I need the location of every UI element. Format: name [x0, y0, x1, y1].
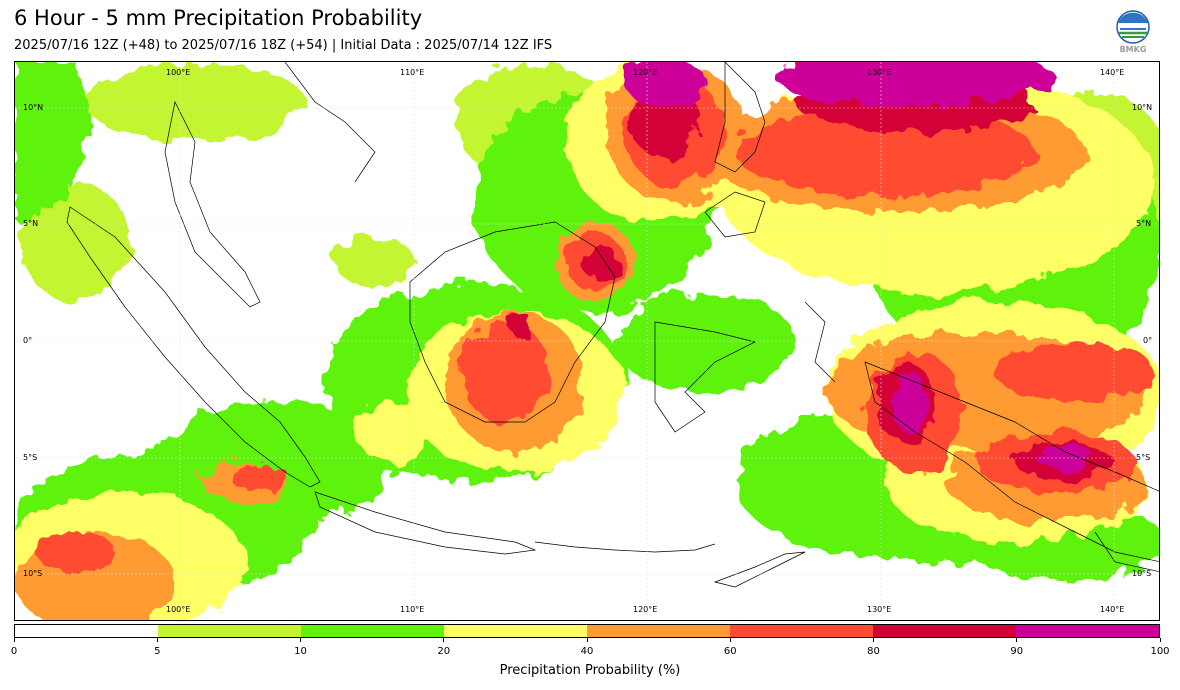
colorbar-tick-mark [156, 638, 158, 642]
colorbar-tick-mark [586, 638, 588, 642]
colorbar-tick-label: 20 [437, 646, 451, 657]
graticule [15, 62, 1159, 620]
precipitation-field [15, 62, 1159, 620]
svg-text:BMKG: BMKG [1120, 45, 1147, 54]
colorbar-segment [587, 625, 730, 637]
colorbar-tick-label: 5 [154, 646, 161, 657]
colorbar-tick-label: 60 [723, 646, 737, 657]
page-subtitle: 2025/07/16 12Z (+48) to 2025/07/16 18Z (… [14, 38, 553, 53]
lat-label-left: 5°N [23, 219, 39, 228]
lat-label-right: 0° [1143, 336, 1153, 345]
colorbar-segment [730, 625, 873, 637]
colorbar-tick-mark [1159, 638, 1161, 642]
colorbar-tick-mark [873, 638, 874, 642]
lon-label-bottom: 140°E [1100, 605, 1125, 614]
lat-label-right: 5°N [1136, 219, 1152, 228]
lat-label-left: 0° [23, 336, 33, 345]
lon-label-top: 120°E [633, 68, 658, 77]
colorbar-tick-label: 90 [1010, 646, 1024, 657]
lat-label-right: 5°S [1136, 453, 1151, 462]
colorbar [14, 624, 1160, 638]
lon-label-top: 130°E [867, 68, 892, 77]
colorbar-tick-mark [300, 638, 301, 642]
bmkg-logo: BMKG [1115, 10, 1151, 54]
colorbar-segment [1016, 625, 1159, 637]
colorbar-tick-label: 80 [867, 646, 880, 657]
lat-label-left: 10°S [23, 569, 43, 578]
lon-label-top: 100°E [166, 68, 191, 77]
lat-label-right: 10°N [1132, 103, 1153, 112]
colorbar-label: Precipitation Probability (%) [499, 663, 681, 678]
coastlines [66, 62, 1159, 588]
colorbar-tick-label: 40 [580, 646, 594, 657]
colorbar-segment [15, 625, 158, 637]
lon-label-bottom: 130°E [867, 605, 892, 614]
colorbar-segment [444, 625, 587, 637]
colorbar-segment [873, 625, 1016, 637]
colorbar-tick-label: 100 [1150, 646, 1170, 657]
lon-label-bottom: 100°E [166, 605, 191, 614]
lat-label-right: 10°S [1132, 569, 1152, 578]
lon-label-top: 140°E [1100, 68, 1125, 77]
colorbar-segment [158, 625, 301, 637]
lon-label-bottom: 110°E [400, 605, 425, 614]
precipitation-map: 100°E 110°E 120°E 130°E 140°E 100°E 110°… [14, 61, 1160, 621]
colorbar-segment [301, 625, 444, 637]
colorbar-tick-label: 10 [294, 646, 307, 657]
colorbar-tick-mark [443, 638, 445, 642]
colorbar-tick-label: 0 [10, 646, 18, 657]
colorbar-tick-mark [729, 638, 731, 642]
colorbar-tick-mark [1016, 638, 1018, 642]
colorbar-tick-mark [13, 638, 15, 642]
lat-label-left: 10°N [23, 103, 44, 112]
page-title: 6 Hour - 5 mm Precipitation Probability [14, 6, 423, 30]
lat-label-left: 5°S [23, 453, 38, 462]
lon-label-top: 110°E [400, 68, 425, 77]
lon-label-bottom: 120°E [633, 605, 658, 614]
